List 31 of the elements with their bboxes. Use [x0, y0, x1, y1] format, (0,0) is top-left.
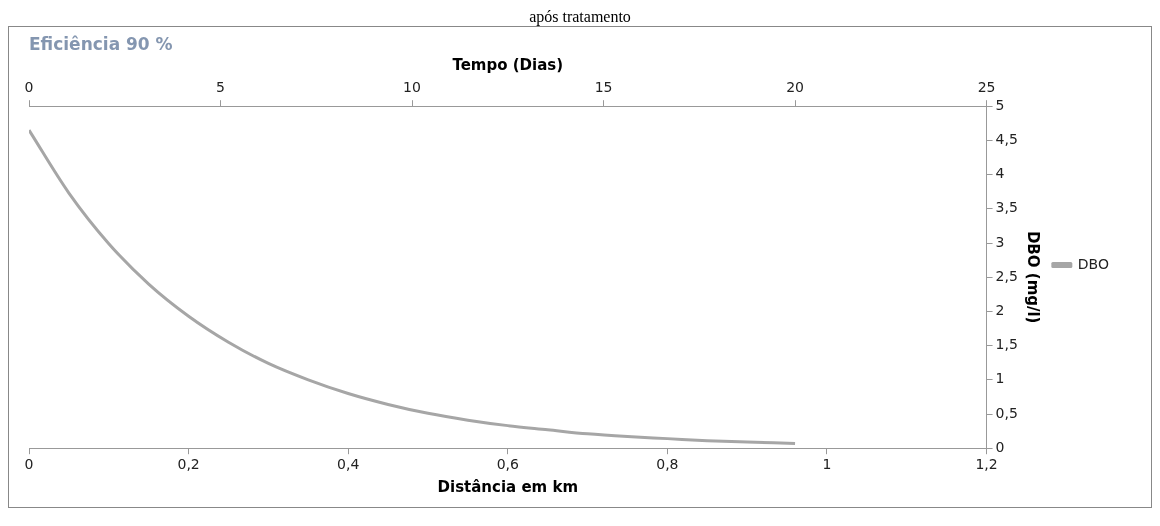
y-tick-label: 2,5: [995, 267, 1018, 284]
x2-tick-label: 10: [403, 79, 421, 96]
y-tick-label: 0,5: [995, 404, 1018, 421]
x-tick-label: 1,2: [975, 456, 998, 473]
y-tick-label: 3: [995, 233, 1005, 250]
x2-tick-label: 20: [786, 79, 804, 96]
chart-title: Eficiência 90 %: [29, 33, 173, 54]
x2-axis-title: Tempo (Dias): [452, 56, 564, 75]
text: após tratamento: [528, 8, 632, 26]
line-series: [29, 128, 797, 445]
x-tick-label: 1: [822, 456, 832, 473]
y-axis-title: DBO (mg/l): [1023, 230, 1042, 324]
y-tick-label: 1,5: [995, 336, 1018, 353]
y-tick-label: 0: [995, 438, 1005, 455]
y-tick-label: 3,5: [995, 199, 1018, 216]
x2-tick-label: 15: [594, 79, 613, 96]
x-axis-title: Distância em km: [437, 477, 579, 496]
x-tick-label: 0,6: [496, 456, 520, 473]
x2-tick-label: 5: [216, 79, 225, 96]
legend-label: DBO: [1077, 255, 1110, 272]
y-tick-label: 2: [995, 302, 1005, 319]
x-tick-label: 0: [24, 456, 34, 473]
x-tick-label: 0,8: [656, 456, 679, 473]
x-tick-label: 0,4: [337, 456, 360, 473]
x2-tick-label: 0: [24, 79, 34, 96]
y-tick-label: 4: [995, 165, 1005, 182]
x2-tick-label: 25: [977, 79, 996, 96]
y-tick-label: 4,5: [995, 131, 1018, 148]
y-tick-label: 1: [995, 370, 1005, 387]
x-tick-label: 0,2: [177, 456, 200, 473]
y-tick-label: 5: [995, 96, 1005, 113]
